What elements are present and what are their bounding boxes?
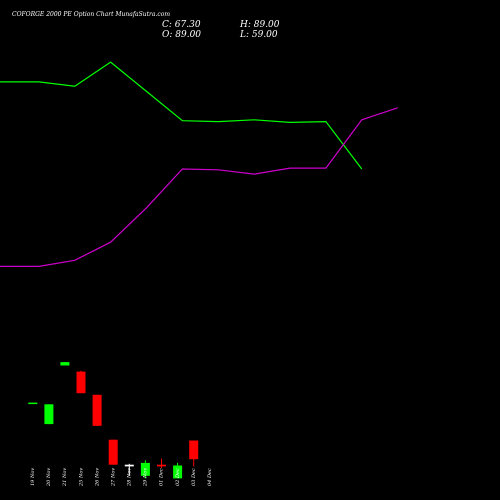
candle-body xyxy=(60,362,70,366)
close-value: C: 67.30 xyxy=(162,20,201,30)
overlay-lines xyxy=(0,61,398,267)
x-tick-label: 03 Dec xyxy=(191,468,197,486)
overlay-line-1 xyxy=(0,61,363,170)
x-axis-labels: 19 Nov 20 Nov 21 Nov 25 Nov 26 Nov 27 Nov 28 N… xyxy=(30,468,213,487)
candle xyxy=(189,440,199,467)
candle-body xyxy=(28,402,38,405)
candle-body xyxy=(140,462,150,476)
high-value: H: 89.00 xyxy=(239,20,280,30)
candle xyxy=(140,460,150,479)
candle xyxy=(28,402,38,405)
open-value: O: 89.00 xyxy=(162,30,201,40)
candles xyxy=(28,362,199,479)
x-tick-label: 01 Dec xyxy=(159,468,165,486)
candle-body xyxy=(92,394,102,426)
candle-body xyxy=(44,404,54,425)
candle xyxy=(76,370,86,394)
x-tick-label: 28 Nov xyxy=(127,468,133,487)
x-tick-label: 29 Nov xyxy=(143,468,149,487)
x-tick-label: 25 Nov xyxy=(78,468,84,487)
candle-body xyxy=(157,464,166,467)
candle-body xyxy=(108,439,118,465)
candle xyxy=(92,394,102,426)
x-tick-label: 26 Nov xyxy=(94,468,100,487)
low-value: L: 59.00 xyxy=(239,30,278,40)
x-tick-label: 20 Nov xyxy=(46,468,52,487)
x-tick-label: 27 Nov xyxy=(111,468,117,487)
candle xyxy=(108,439,118,465)
candle xyxy=(60,362,70,366)
overlay-line-2 xyxy=(0,107,398,267)
candle xyxy=(173,462,183,479)
chart-title: COFORGE 2000 PE Option Chart MunafaSutra… xyxy=(12,11,170,18)
x-tick-label: 04 Dec xyxy=(207,468,213,486)
candle-body xyxy=(189,440,199,460)
candle-body xyxy=(76,371,86,394)
candle xyxy=(124,463,134,476)
x-tick-label: 21 Nov xyxy=(62,468,68,487)
candle-body xyxy=(124,464,134,467)
candle xyxy=(44,404,54,425)
candle xyxy=(157,458,166,469)
x-tick-label: 19 Nov xyxy=(30,468,36,486)
candle-body xyxy=(173,465,183,479)
x-tick-label: 02 Dec xyxy=(175,468,181,486)
